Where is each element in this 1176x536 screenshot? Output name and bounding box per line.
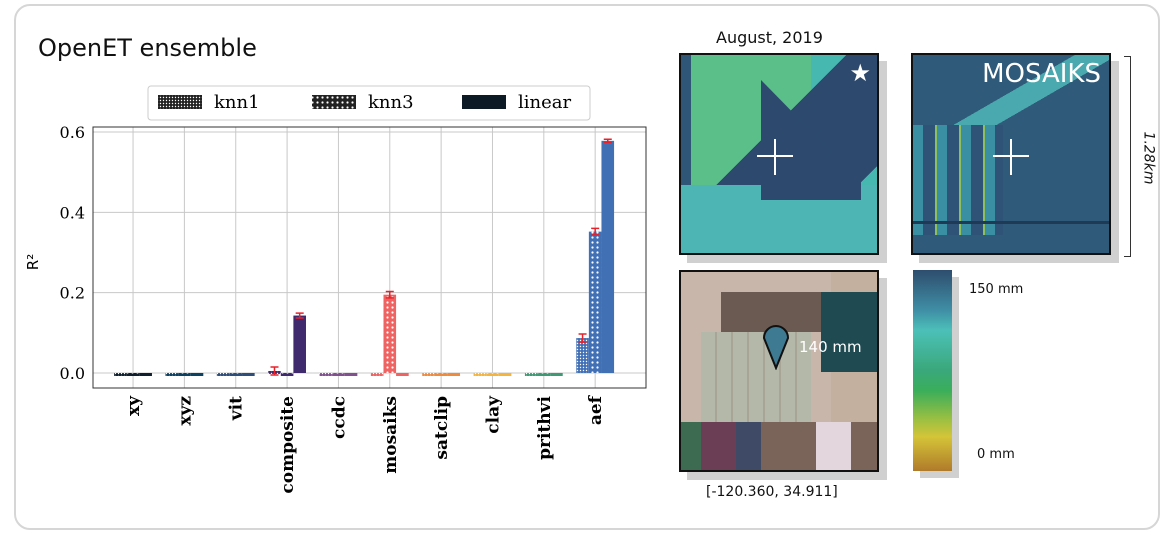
satellite-image: 140 mm (679, 270, 879, 472)
x-tick-label: xy (124, 395, 144, 416)
bar-pattern (126, 373, 140, 376)
legend-box (147, 85, 591, 121)
figure-card (14, 4, 1160, 530)
bar-linear (139, 373, 152, 376)
y-tick-label: 0.2 (60, 284, 85, 303)
legend-label: knn1 (214, 92, 260, 113)
bar-linear (190, 373, 204, 376)
bar-linear (242, 373, 255, 376)
bar-pattern (280, 373, 294, 376)
error-bar (603, 138, 612, 144)
y-tick-label: 0.0 (60, 364, 85, 383)
x-tick-label: vit (227, 396, 247, 421)
star-icon: ★ (849, 59, 871, 87)
bar-linear (344, 373, 358, 376)
bar-pattern (370, 373, 384, 376)
x-tick-label: satclip (432, 396, 452, 460)
bar-pattern (178, 373, 191, 376)
coordinates-label: [-120.360, 34.911] (706, 484, 838, 500)
openet-map: ★ (679, 53, 879, 255)
bar-pattern (332, 373, 345, 376)
bar-pattern (229, 373, 243, 376)
legend: knn1 knn3 linear (147, 85, 591, 121)
error-bar (295, 312, 304, 319)
model-label: MOSAIKS (982, 59, 1101, 89)
pin-value: 140 mm (799, 338, 862, 356)
bar-linear (550, 373, 563, 376)
y-tick-label: 0.6 (60, 123, 85, 142)
y-tick-label: 0.4 (60, 203, 85, 222)
bar-pattern (588, 231, 602, 373)
bar-linear (293, 315, 306, 373)
bar-pattern (319, 373, 333, 376)
bar-pattern (576, 338, 589, 373)
bar-pattern (383, 294, 397, 373)
y-axis-label: R² (24, 254, 42, 270)
x-tick-label: aef (586, 394, 606, 425)
chart-title: OpenET ensemble (38, 34, 257, 62)
bar-pattern (537, 373, 551, 376)
x-tick-label: prithvi (535, 395, 555, 459)
legend-swatch-pattern (312, 95, 356, 109)
bar-linear (498, 373, 512, 376)
x-tick-label: xyz (175, 396, 195, 426)
mosaiks-map: MOSAIKS (911, 53, 1111, 255)
bar-pattern (434, 373, 448, 376)
colorbar-min-label: 0 mm (977, 447, 1015, 462)
scale-label: 1.28km (1140, 131, 1157, 185)
error-bar (385, 290, 394, 299)
legend-swatch (462, 95, 506, 109)
legend-label: knn3 (368, 92, 414, 113)
bar-pattern (216, 373, 230, 376)
error-bar (578, 333, 587, 343)
bar-pattern (473, 373, 487, 376)
bar-linear (601, 140, 615, 373)
bar-pattern (422, 373, 435, 376)
error-bar (270, 366, 279, 376)
bar-linear (396, 373, 409, 376)
bar-chart: 0.0 0.2 0.4 0.6 xy xyz vit composite ccdc mosaiks… (24, 85, 647, 494)
map-pin-icon (762, 325, 790, 370)
legend-swatch-pattern (158, 95, 202, 109)
x-tick-label: ccdc (329, 396, 349, 439)
bar-linear (447, 373, 461, 376)
x-tick-label: composite (278, 396, 298, 494)
scale-bar (1124, 56, 1131, 257)
x-tick-label: clay (483, 395, 503, 434)
date-label: August, 2019 (716, 28, 823, 47)
plot-frame (92, 126, 647, 389)
x-tick-label: mosaiks (381, 396, 401, 474)
bar-pattern (165, 373, 179, 376)
colorbar-max-label: 150 mm (969, 282, 1024, 297)
colorbar (913, 270, 952, 471)
legend-label: linear (518, 92, 571, 113)
bar-pattern (524, 373, 538, 376)
bar-pattern (486, 373, 499, 376)
bar-pattern (114, 373, 127, 376)
error-bar (591, 227, 600, 236)
